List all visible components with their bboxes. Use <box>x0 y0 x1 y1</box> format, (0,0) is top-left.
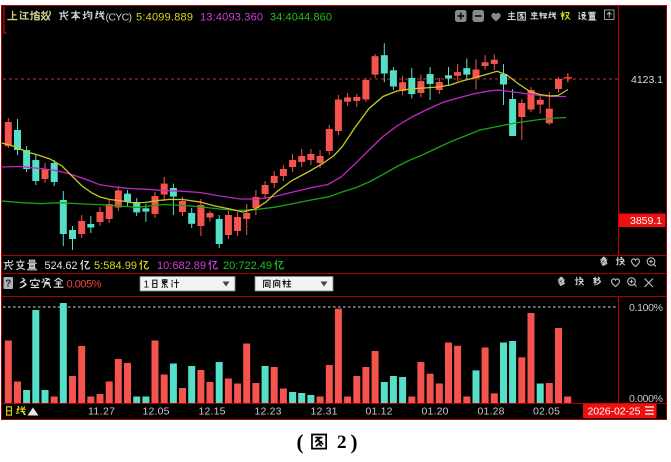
svg-text:12.31: 12.31 <box>311 406 338 418</box>
svg-text:3859.1: 3859.1 <box>630 215 662 227</box>
svg-text:10:682.89: 10:682.89 <box>157 260 206 272</box>
svg-text:5:584.99: 5:584.99 <box>94 260 137 272</box>
svg-text:13:4093.360: 13:4093.360 <box>200 12 263 24</box>
svg-text:12.23: 12.23 <box>255 406 282 418</box>
svg-text:0.100%: 0.100% <box>629 302 663 314</box>
svg-text:(: ( <box>297 430 304 454</box>
svg-text:12.05: 12.05 <box>143 406 170 418</box>
svg-text:): ) <box>351 430 358 454</box>
svg-text:4123.1: 4123.1 <box>631 74 663 86</box>
svg-text:?: ? <box>5 279 11 290</box>
svg-text:34:4044.860: 34:4044.860 <box>270 12 332 24</box>
svg-text:01.20: 01.20 <box>422 406 449 418</box>
svg-text:(CYC): (CYC) <box>106 12 133 24</box>
svg-text:1: 1 <box>144 280 150 291</box>
svg-text:0.005%: 0.005% <box>67 279 102 291</box>
svg-text:20:722.49: 20:722.49 <box>223 260 272 272</box>
svg-text:02.05: 02.05 <box>533 406 560 418</box>
svg-text:2026-02-25: 2026-02-25 <box>588 406 641 418</box>
svg-text:11.27: 11.27 <box>88 406 115 418</box>
svg-text:524.62: 524.62 <box>45 260 78 272</box>
svg-text:0.000%: 0.000% <box>629 393 663 405</box>
svg-text:2: 2 <box>337 432 347 453</box>
svg-text:01.12: 01.12 <box>366 406 393 418</box>
svg-text:12.15: 12.15 <box>199 406 226 418</box>
svg-text:01.28: 01.28 <box>478 406 505 418</box>
svg-text:5:4099.889: 5:4099.889 <box>136 12 193 24</box>
